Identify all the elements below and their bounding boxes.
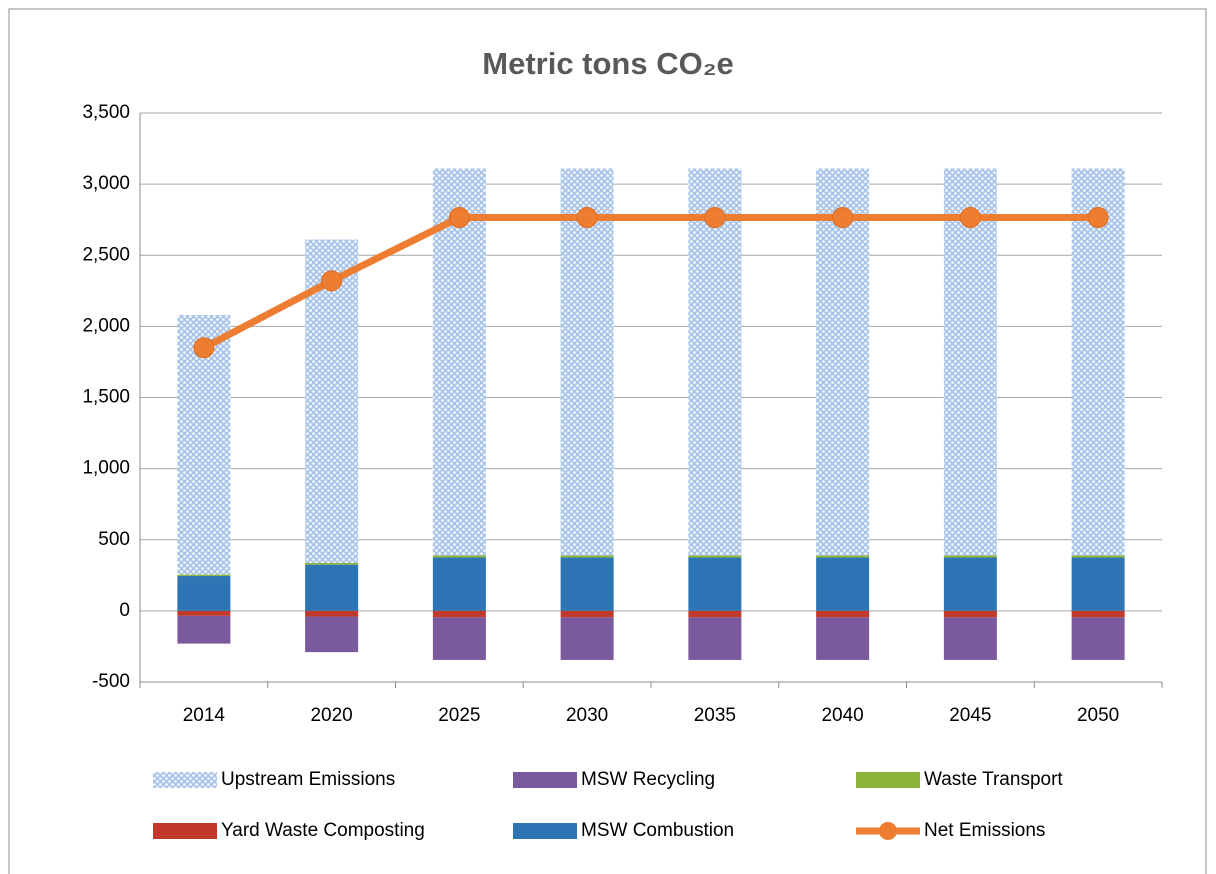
bar-segment — [177, 314, 231, 575]
bar-segment — [177, 574, 231, 577]
bar-segment — [560, 610, 614, 618]
bar-segment — [816, 557, 870, 611]
x-tick-label: 2014 — [183, 705, 226, 726]
y-tick-label: 2,500 — [82, 244, 130, 265]
legend-swatch — [153, 772, 217, 788]
bar-segment — [560, 557, 614, 611]
x-tick-label: 2045 — [949, 705, 991, 726]
legend-label: Upstream Emissions — [221, 769, 395, 790]
bar-segment — [816, 610, 870, 618]
bar-segment — [943, 610, 997, 618]
bar-segment — [1071, 168, 1125, 556]
bar-segment — [943, 555, 997, 558]
bar-segment — [688, 557, 742, 611]
bar-segment — [943, 168, 997, 556]
bar-segment — [688, 617, 742, 660]
y-tick-label: 2,000 — [82, 315, 130, 336]
y-tick-label: 3,500 — [82, 102, 130, 123]
bar-segment — [305, 610, 359, 617]
line-marker — [832, 207, 854, 229]
bar-segment — [432, 168, 486, 556]
legend-swatch — [856, 772, 920, 788]
bar-segment — [688, 168, 742, 556]
bar-segment — [305, 616, 359, 653]
bar-segment — [560, 617, 614, 660]
y-tick-label: -500 — [92, 671, 130, 692]
x-tick-label: 2025 — [438, 705, 480, 726]
line-marker — [448, 207, 470, 229]
bar-segment — [560, 168, 614, 556]
legend-label: Net Emissions — [924, 820, 1045, 841]
bar-segment — [177, 615, 231, 644]
bar-segment — [305, 564, 359, 611]
legend-swatch — [879, 822, 897, 840]
line-marker — [576, 207, 598, 229]
legend-label: Waste Transport — [924, 769, 1063, 790]
legend-label: Yard Waste Composting — [221, 820, 425, 841]
y-tick-label: 3,000 — [82, 173, 130, 194]
y-tick-label: 1,500 — [82, 387, 130, 408]
legend-label: MSW Recycling — [581, 769, 715, 790]
bar-segment — [816, 555, 870, 558]
line-marker — [321, 270, 343, 292]
bar-segment — [432, 610, 486, 618]
chart-title: Metric tons CO₂e — [482, 46, 733, 81]
bar-segment — [432, 555, 486, 558]
line — [202, 214, 1099, 351]
bar-segment — [1071, 557, 1125, 611]
bar-segment — [177, 610, 231, 616]
legend-swatch — [513, 823, 577, 839]
bar-segment — [1071, 617, 1125, 660]
line-marker — [1087, 207, 1109, 229]
x-tick-label: 2035 — [694, 705, 736, 726]
line-marker — [704, 207, 726, 229]
bar-segment — [688, 555, 742, 558]
bar-segment — [688, 610, 742, 618]
legend-label: MSW Combustion — [581, 820, 734, 841]
bar-segment — [816, 168, 870, 556]
bar-segment — [1071, 555, 1125, 558]
bar-segment — [816, 617, 870, 660]
bar-segment — [560, 555, 614, 558]
legend-swatch — [153, 823, 217, 839]
x-tick-label: 2020 — [310, 705, 352, 726]
x-tick-label: 2050 — [1077, 705, 1119, 726]
bar-segment — [177, 576, 231, 611]
y-tick-label: 1,000 — [82, 458, 130, 479]
x-tick-label: 2040 — [821, 705, 863, 726]
line-marker — [193, 337, 215, 359]
y-tick-label: 0 — [119, 600, 130, 621]
legend-swatch — [513, 772, 577, 788]
bar-segment — [1071, 610, 1125, 618]
bar-segment — [943, 617, 997, 660]
bar-segment — [432, 557, 486, 611]
bar-segment — [943, 557, 997, 611]
bar-segment — [432, 617, 486, 660]
bar-segment — [305, 562, 359, 565]
line-marker — [959, 207, 981, 229]
x-tick-label: 2030 — [566, 705, 608, 726]
y-tick-label: 500 — [98, 529, 130, 550]
